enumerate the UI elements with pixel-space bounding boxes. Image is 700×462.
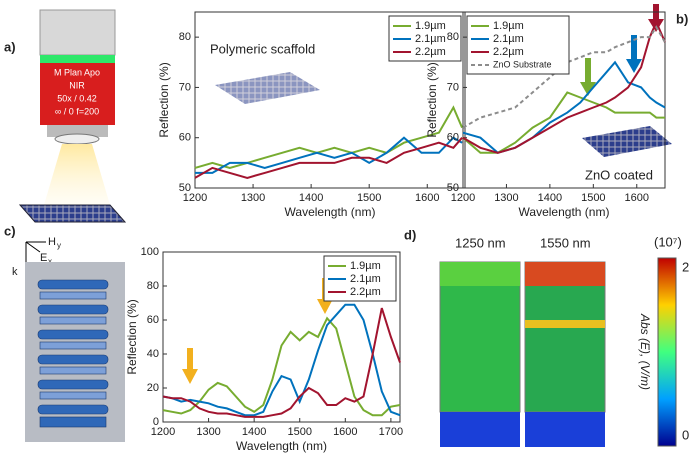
x-tick-label: 1400 [242, 426, 266, 438]
y-tick-label: 70 [179, 81, 191, 93]
annotation: Polymeric scaffold [210, 41, 315, 56]
series-line [162, 316, 401, 417]
colorbar-max: 2 [682, 259, 689, 274]
x-axis-label: Wavelength (nm) [236, 439, 327, 453]
series-line [194, 105, 464, 169]
x-tick-label: 1400 [538, 192, 562, 204]
series-line [194, 137, 463, 179]
y-axis-label: Reflection (%) [125, 299, 139, 374]
series-line [162, 307, 401, 418]
colorbar-exponent: (10⁷) [654, 234, 682, 249]
y-tick-label: 80 [179, 31, 191, 43]
objective-text: 50x / 0.42 [57, 93, 97, 103]
y-tick-label: 60 [447, 132, 459, 144]
panel-label: c) [4, 223, 16, 238]
panel-label: d) [404, 227, 416, 242]
plot-area [194, 11, 466, 189]
x-tick-label: 1600 [625, 192, 649, 204]
x-tick-label: 1200 [451, 192, 475, 204]
k-label: k [12, 266, 18, 278]
scaffold-image [215, 72, 320, 104]
legend-label: 1.9µm [415, 20, 446, 32]
legend-label: 2.2µm [350, 286, 381, 298]
structure-image [37, 279, 109, 428]
colorbar-label: Abs (E), (V/m) [638, 313, 652, 390]
legend-label: 2.2µm [493, 46, 524, 58]
map-label: 1250 nm [455, 235, 506, 250]
x-tick-label: 1500 [287, 426, 311, 438]
x-tick-label: 1300 [241, 192, 265, 204]
objective [18, 9, 127, 223]
x-tick-label: 1300 [196, 426, 220, 438]
e-sub: x [48, 257, 52, 266]
x-tick-label: 1400 [299, 192, 323, 204]
y-axis-label: Reflection (%) [425, 62, 439, 137]
y-tick-label: 50 [447, 182, 459, 194]
arrow [648, 4, 664, 32]
y-tick-label: 80 [147, 280, 159, 292]
arrow [580, 58, 596, 96]
legend-label: 1.9µm [493, 20, 524, 32]
legend-label: ZnO Substrate [493, 59, 552, 69]
map-label: 1550 nm [540, 235, 591, 250]
y-tick-label: 100 [141, 246, 159, 258]
axes-diagram [25, 241, 46, 262]
y-axis-label: Reflection (%) [157, 62, 171, 137]
legend-label: 2.2µm [415, 46, 446, 58]
y-tick-label: 70 [447, 81, 459, 93]
series-line [462, 19, 666, 154]
series-line [462, 91, 665, 154]
x-tick-label: 1300 [494, 192, 518, 204]
x-axis-label: Wavelength (nm) [285, 205, 376, 219]
x-tick-label: 1500 [357, 192, 381, 204]
y-tick-label: 40 [147, 348, 159, 360]
series-line [195, 136, 463, 174]
y-tick-label: 60 [147, 314, 159, 326]
annotation: ZnO coated [585, 167, 653, 182]
objective-text: NIR [69, 80, 85, 90]
colorbar-min: 0 [682, 427, 689, 442]
arrow [182, 348, 198, 384]
field-map [439, 261, 606, 447]
legend-label: 2.1µm [415, 33, 446, 45]
objective-text: M Plan Apo [54, 67, 100, 77]
y-tick-label: 20 [147, 382, 159, 394]
scaffold-image [582, 126, 672, 157]
h-sub: y [57, 241, 61, 250]
panel-label: b) [676, 11, 688, 26]
y-tick-label: 0 [153, 416, 159, 428]
y-tick-label: 60 [179, 132, 191, 144]
x-axis-label: Wavelength (nm) [519, 205, 610, 219]
y-tick-label: 80 [447, 31, 459, 43]
x-tick-label: 1600 [333, 426, 357, 438]
legend-label: 2.1µm [350, 273, 381, 285]
legend-label: 1.9µm [350, 260, 381, 272]
x-tick-label: 1200 [151, 426, 175, 438]
h-label: H [48, 236, 56, 248]
e-label: E [40, 252, 47, 264]
x-tick-label: 1600 [415, 192, 439, 204]
legend-label: 2.1µm [493, 33, 524, 45]
panel-label: a) [4, 39, 16, 54]
x-tick-label: 1700 [379, 426, 403, 438]
plot-area [462, 11, 666, 189]
x-tick-label: 1200 [183, 192, 207, 204]
plot-area [162, 251, 401, 423]
colorbar [657, 257, 677, 447]
objective-text: ∞ / 0 f=200 [55, 106, 99, 116]
series-line [162, 303, 401, 417]
x-tick-label: 1500 [581, 192, 605, 204]
y-tick-label: 50 [179, 182, 191, 194]
